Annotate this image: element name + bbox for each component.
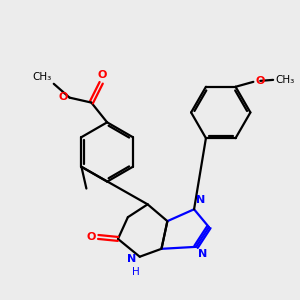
Text: CH₃: CH₃ [32, 72, 52, 82]
Text: O: O [98, 70, 107, 80]
Text: O: O [87, 232, 96, 242]
Text: H: H [132, 267, 140, 277]
Text: N: N [196, 195, 205, 205]
Text: CH₃: CH₃ [275, 75, 294, 85]
Text: N: N [198, 249, 207, 259]
Text: O: O [255, 76, 265, 86]
Text: O: O [58, 92, 68, 102]
Text: N: N [127, 254, 136, 264]
